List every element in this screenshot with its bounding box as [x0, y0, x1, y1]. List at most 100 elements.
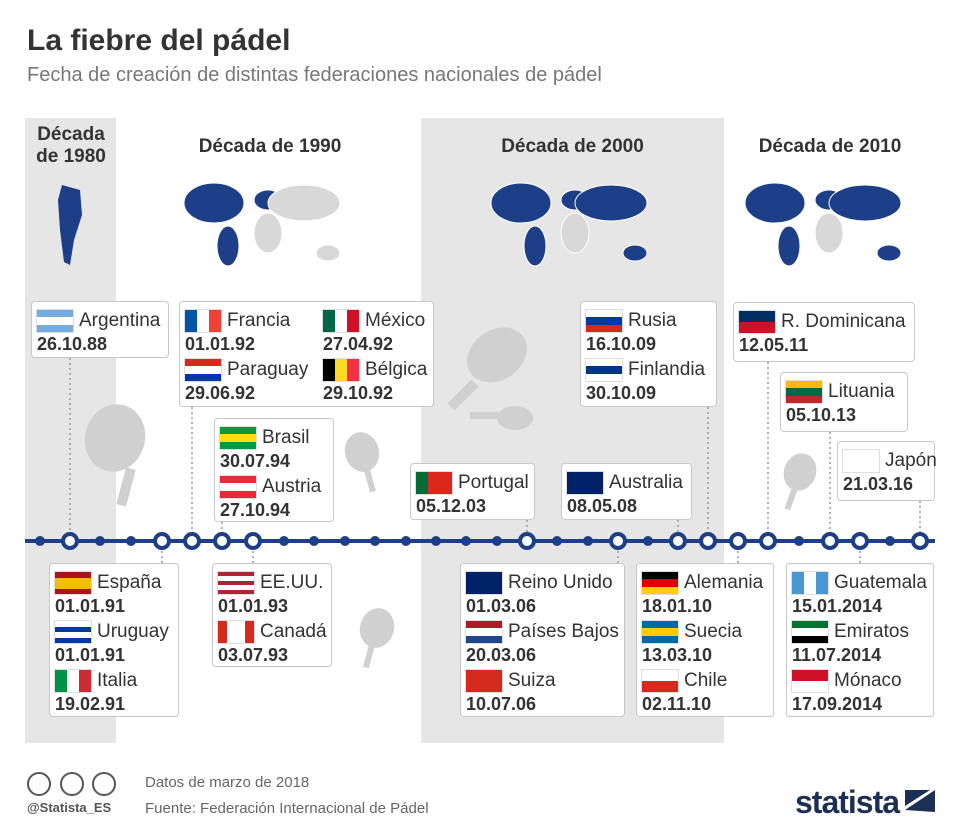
timeline-dot [35, 536, 45, 546]
flag [642, 621, 678, 643]
country-name: Portugal [458, 472, 529, 493]
entry: EE.UU. 01.01.93 [218, 567, 368, 616]
timeline-dot [609, 532, 627, 550]
country-name: Canadá [260, 621, 327, 642]
timeline-dot [183, 532, 201, 550]
map-shape [267, 184, 341, 222]
entry: Italia 19.02.91 [55, 665, 205, 714]
founding-date: 18.01.10 [642, 596, 713, 616]
brand-logo [905, 790, 935, 812]
decade-label: Década de 1980 [36, 124, 106, 167]
founding-date: 30.10.09 [586, 383, 657, 403]
entry: Países Bajos 20.03.06 [466, 616, 619, 665]
flag [792, 621, 828, 643]
country-name: Italia [97, 670, 138, 691]
map-shape [828, 184, 902, 222]
timeline-dot [821, 532, 839, 550]
card: España 01.01.91 Uruguay 01.01.91 Italia 19.02… [49, 563, 179, 717]
country-name: México [365, 310, 426, 331]
timeline-dot [126, 536, 136, 546]
entry: Finlandia 30.10.09 [586, 354, 736, 403]
flag [642, 670, 678, 692]
map-shape [523, 225, 547, 267]
entry: Guatemala 15.01.2014 [792, 567, 942, 616]
founding-date: 12.05.11 [739, 335, 809, 355]
country-name: Reino Unido [508, 572, 613, 593]
flag [323, 359, 359, 381]
founding-date: 10.07.06 [466, 694, 537, 714]
flag [466, 670, 502, 692]
entry: Reino Unido 01.03.06 [466, 567, 616, 616]
flag [416, 472, 452, 494]
map-shape [814, 212, 844, 254]
map-shape [574, 184, 648, 222]
country-name: R. Dominicana [781, 311, 906, 332]
country-name: Emiratos [834, 621, 909, 642]
flag [586, 310, 622, 332]
timeline-dot [794, 536, 804, 546]
flag [220, 476, 256, 498]
timeline-dot [401, 536, 411, 546]
entry: España 01.01.91 [55, 567, 205, 616]
country-name: Chile [684, 670, 728, 691]
handle: @Statista_ES [27, 800, 112, 815]
founding-date: 01.01.91 [55, 596, 126, 616]
founding-date: 26.10.88 [37, 334, 108, 354]
timeline-dot [643, 536, 653, 546]
map-shape [622, 244, 648, 262]
founding-date: 03.07.93 [218, 645, 289, 665]
flag [37, 310, 73, 332]
map-shape [58, 185, 82, 265]
card: Portugal 05.12.03 [410, 463, 535, 520]
founding-date: 01.01.93 [218, 596, 289, 616]
flag [218, 621, 254, 643]
entry: R. Dominicana 12.05.11 [739, 306, 906, 355]
entry: Emiratos 11.07.2014 [792, 616, 942, 665]
country-name: Uruguay [97, 621, 169, 642]
decade-label: Década de 2010 [758, 136, 902, 157]
timeline-dot [669, 532, 687, 550]
flag [323, 310, 359, 332]
country-name: Suiza [508, 670, 556, 691]
timeline-dot [851, 532, 869, 550]
connectors [69, 358, 921, 563]
map-shape [253, 212, 283, 254]
timeline-dot [911, 532, 929, 550]
timeline-dot [61, 532, 79, 550]
map-shape [876, 244, 902, 262]
country-name: Francia [227, 310, 291, 331]
entry: Francia 01.01.92 [185, 305, 335, 354]
entry: Austria 27.10.94 [220, 471, 370, 520]
country-name: Países Bajos [508, 621, 619, 642]
maps [58, 182, 902, 267]
entry: México 27.04.92 [323, 305, 473, 354]
timeline-dot [729, 532, 747, 550]
entry: Alemania 18.01.10 [642, 567, 792, 616]
title: La fiebre del pádel [27, 24, 291, 57]
country-name: Argentina [79, 310, 161, 331]
country-name: Guatemala [834, 572, 927, 593]
entry: Paraguay 29.06.92 [185, 354, 335, 403]
note: Datos de marzo de 2018 [145, 774, 310, 791]
country-name: Austria [262, 476, 322, 497]
entry: Bélgica 29.10.92 [323, 354, 473, 403]
card: Guatemala 15.01.2014 Emiratos 11.07.2014 Món… [786, 563, 934, 717]
timeline-dot [759, 532, 777, 550]
entry: Uruguay 01.01.91 [55, 616, 205, 665]
card: Alemania 18.01.10 Suecia 13.03.10 Chile 02.11… [636, 563, 774, 717]
country-name: Rusia [628, 310, 677, 331]
license-icons [27, 772, 116, 796]
entry: Brasil 30.07.94 [220, 422, 370, 471]
flag [466, 621, 502, 643]
founding-date: 13.03.10 [642, 645, 713, 665]
founding-date: 16.10.09 [586, 334, 657, 354]
flag [786, 381, 822, 403]
map-shape [744, 182, 806, 224]
flag [218, 572, 254, 594]
timeline-dot [370, 536, 380, 546]
flag [55, 670, 91, 692]
timeline-dot [699, 532, 717, 550]
entry: Canadá 03.07.93 [218, 616, 368, 665]
entry: Japón 21.03.16 [843, 445, 960, 494]
